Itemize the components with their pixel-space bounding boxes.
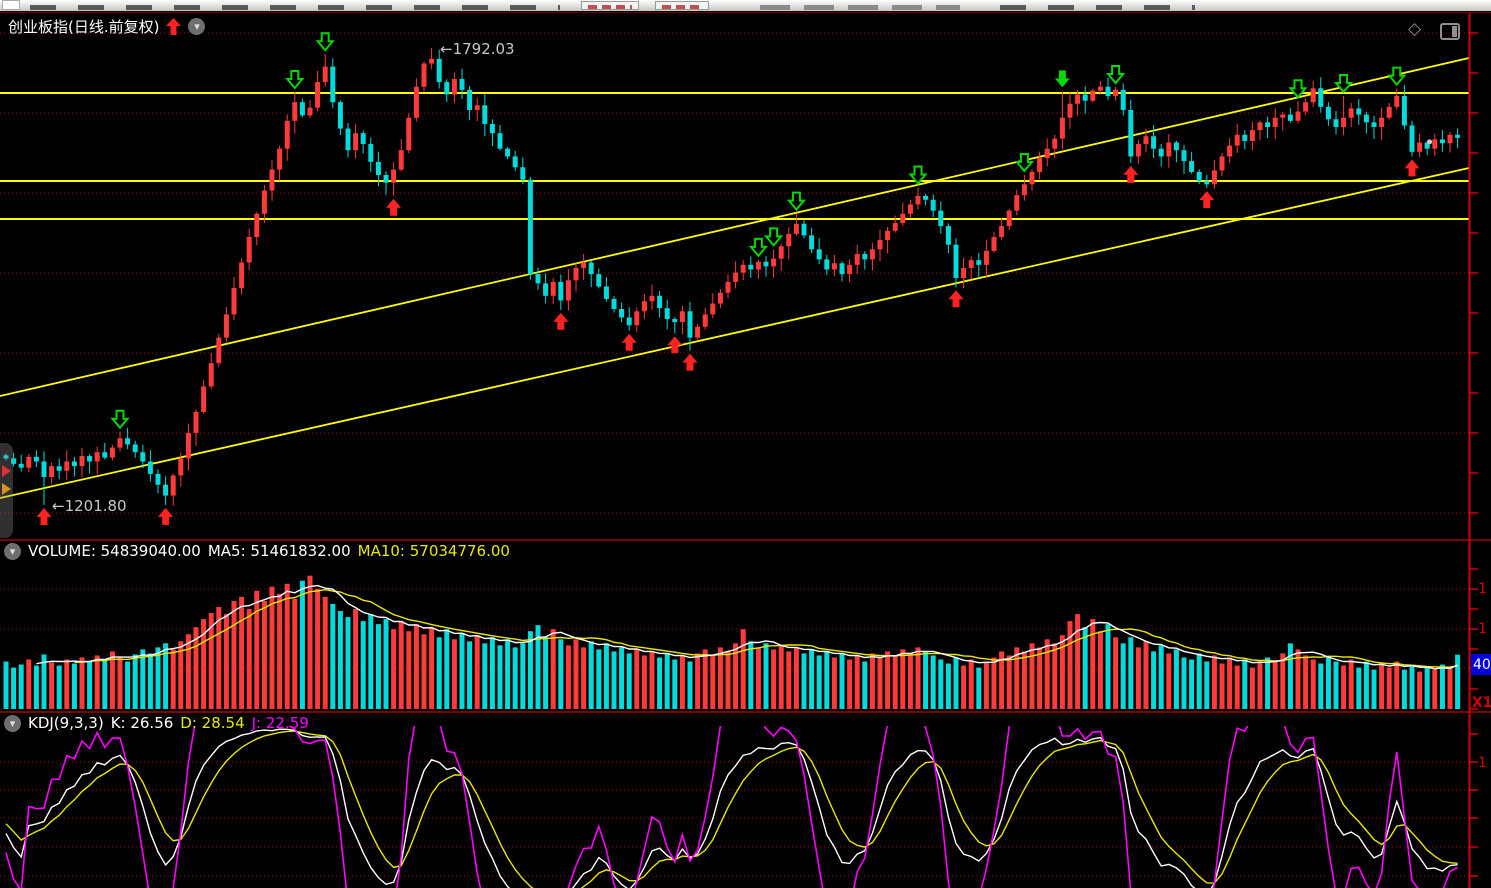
- menu-button-red-2[interactable]: [655, 1, 709, 10]
- volume-axis-label-2: 1: [1478, 621, 1487, 637]
- volume-axis-label-1: 1: [1478, 581, 1487, 597]
- peak-price-label: ←1792.03: [440, 40, 515, 58]
- volume-value: VOLUME: 54839040.00: [28, 542, 201, 560]
- kdj-axis-label: 1: [1478, 755, 1487, 771]
- volume-ma5-value: MA5: 51461832.00: [207, 542, 351, 560]
- collapse-kdj-panel-button[interactable]: ▾: [4, 714, 21, 732]
- menu-bar[interactable]: [0, 0, 1491, 11]
- main-chart-header: 创业板指(日线.前复权) ▾: [8, 16, 206, 37]
- menu-button-red-1[interactable]: [581, 1, 639, 10]
- volume-ma10-value: MA10: 57034776.00: [357, 542, 510, 560]
- menu-logo: [2, 0, 20, 10]
- volume-panel-header: ▾ VOLUME: 54839040.00 MA5: 51461832.00 M…: [4, 542, 510, 560]
- kdj-panel-header: ▾ KDJ(9,3,3) K: 26.56 D: 28.54 J: 22.59: [4, 714, 309, 732]
- split-panel-icon[interactable]: [1440, 23, 1460, 40]
- volume-current-badge: 40: [1471, 654, 1491, 675]
- orange-right-triangle-icon: [2, 483, 11, 495]
- kdj-k-value: K: 26.56: [110, 714, 174, 732]
- collapse-volume-panel-button[interactable]: ▾: [4, 542, 21, 560]
- low-price-label: ←1201.80: [52, 497, 127, 515]
- red-right-triangle-icon: [2, 465, 11, 477]
- menu-items-truncated: [30, 5, 560, 10]
- kdj-name: KDJ(9,3,3): [28, 714, 104, 732]
- left-edge-scroll-handle[interactable]: [0, 443, 13, 538]
- trend-up-arrow-icon: [166, 18, 182, 35]
- diamond-marker-icon[interactable]: ◇: [1408, 19, 1422, 39]
- collapse-main-chart-button[interactable]: ▾: [188, 18, 206, 35]
- kdj-j-value: J: 22.59: [251, 714, 309, 732]
- menu-items-truncated-2: [760, 5, 960, 10]
- kdj-d-value: D: 28.54: [180, 714, 245, 732]
- instrument-title: 创业板指(日线.前复权): [8, 18, 160, 36]
- volume-multiplier-label: X1: [1472, 695, 1491, 711]
- menu-status-truncated: [1000, 5, 1195, 10]
